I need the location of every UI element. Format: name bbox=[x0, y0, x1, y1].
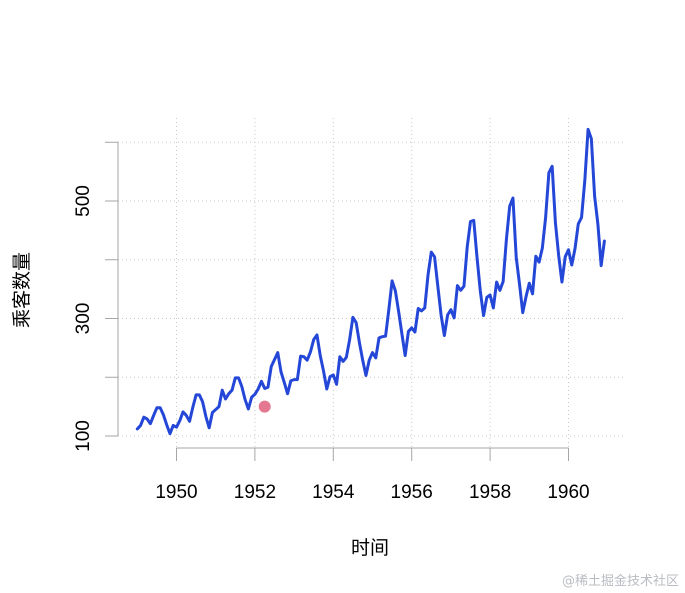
x-tick-label: 1958 bbox=[469, 482, 511, 503]
x-axis-ticks: 1950 1952 1954 1956 1958 1960 bbox=[155, 448, 590, 503]
series-line bbox=[135, 127, 606, 436]
y-tick-label: 100 bbox=[73, 420, 94, 452]
y-tick-label: 500 bbox=[73, 185, 94, 217]
highlight-point bbox=[258, 400, 271, 413]
y-tick-label: 300 bbox=[73, 303, 94, 335]
x-tick-label: 1950 bbox=[155, 482, 197, 503]
x-tick-label: 1952 bbox=[234, 482, 276, 503]
x-tick-label: 1956 bbox=[391, 482, 433, 503]
x-tick-label: 1954 bbox=[312, 482, 355, 503]
y-axis-ticks: 100 300 500 bbox=[73, 141, 118, 452]
x-axis-title: 时间 bbox=[351, 537, 389, 559]
grid-lines bbox=[118, 118, 625, 448]
watermark: @稀土掘金技术社区 bbox=[561, 574, 679, 589]
axes bbox=[117, 142, 569, 449]
x-tick-label: 1960 bbox=[547, 482, 589, 503]
y-axis-title: 乘客数量 bbox=[11, 252, 33, 328]
